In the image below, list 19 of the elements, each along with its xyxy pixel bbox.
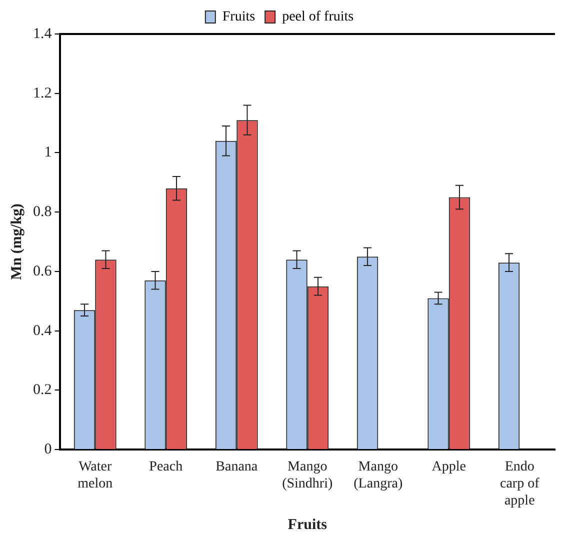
legend-label: peel of fruits [282, 10, 354, 25]
y-tick-label: 0 [44, 442, 52, 458]
x-tick-label: Banana [216, 460, 258, 475]
y-tick-label: 1.4 [33, 26, 52, 42]
x-tick-label: Apple [432, 460, 466, 475]
y-tick-label: 1 [44, 144, 52, 161]
x-tick-label: Peach [149, 460, 183, 475]
x-tick-label: Mango (Langra) [354, 460, 403, 492]
y-axis-title: Mn (mg/kg) [8, 204, 25, 280]
x-tick-label: Mango (Sindhri) [282, 460, 333, 492]
y-tick-label: 0.2 [33, 382, 52, 398]
legend-label: Fruits [222, 10, 256, 25]
x-tick-label: Water melon [78, 460, 113, 492]
y-tick-label: 0.4 [33, 322, 52, 339]
y-tick-label: 0.6 [33, 263, 52, 280]
y-tick-label: 1.2 [33, 85, 52, 102]
x-tick-label: Endo carp of apple [500, 460, 540, 508]
y-tick-label: 0.8 [33, 204, 52, 220]
x-axis-title: Fruits [288, 516, 328, 533]
